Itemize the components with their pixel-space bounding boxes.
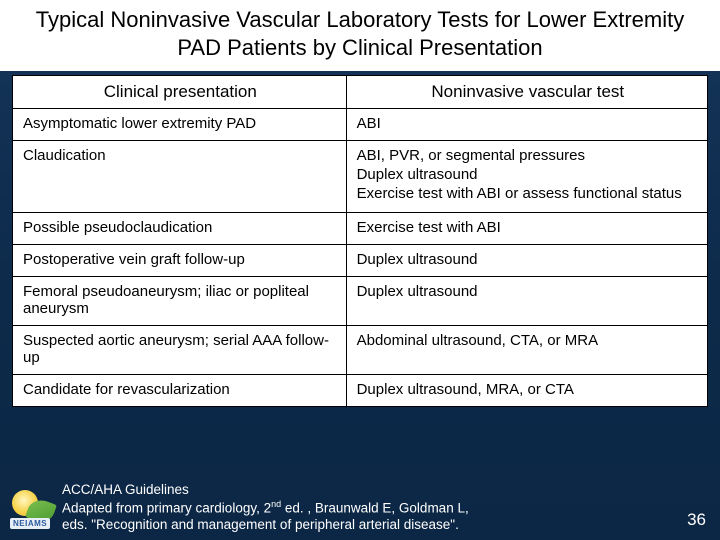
cell-test: Duplex ultrasound: [346, 245, 707, 277]
cell-test-line: Duplex ultrasound: [357, 166, 699, 183]
cell-presentation: Asymptomatic lower extremity PAD: [13, 109, 347, 141]
vascular-tests-table: Clinical presentation Noninvasive vascul…: [12, 75, 708, 407]
cell-test-line: Exercise test with ABI or assess functio…: [357, 185, 699, 202]
page-number: 36: [687, 510, 706, 530]
cell-presentation: Claudication: [13, 141, 347, 213]
citation-footer: ACC/AHA Guidelines Adapted from primary …: [62, 482, 469, 534]
cell-presentation: Femoral pseudoaneurysm; iliac or poplite…: [13, 277, 347, 326]
cell-test: ABI: [346, 109, 707, 141]
cell-test: Duplex ultrasound: [346, 277, 707, 326]
cell-test: ABI, PVR, or segmental pressures Duplex u…: [346, 141, 707, 213]
cell-presentation: Candidate for revascularization: [13, 375, 347, 407]
table-row: Femoral pseudoaneurysm; iliac or poplite…: [13, 277, 708, 326]
table-row: Possible pseudoclaudicationExercise test…: [13, 213, 708, 245]
table-row: Asymptomatic lower extremity PADABI: [13, 109, 708, 141]
neiams-logo: NEIAMS: [8, 488, 56, 532]
table-container: Clinical presentation Noninvasive vascul…: [0, 71, 720, 407]
cell-test: Exercise test with ABI: [346, 213, 707, 245]
cell-presentation: Possible pseudoclaudication: [13, 213, 347, 245]
cell-presentation: Postoperative vein graft follow-up: [13, 245, 347, 277]
table-header-row: Clinical presentation Noninvasive vascul…: [13, 76, 708, 109]
footer-line-2: Adapted from primary cardiology, 2nd ed.…: [62, 499, 469, 517]
cell-test-line: ABI, PVR, or segmental pressures: [357, 147, 699, 164]
col-header-presentation: Clinical presentation: [13, 76, 347, 109]
table-row: ClaudicationABI, PVR, or segmental press…: [13, 141, 708, 213]
table-row: Postoperative vein graft follow-upDuplex…: [13, 245, 708, 277]
col-header-test: Noninvasive vascular test: [346, 76, 707, 109]
cell-presentation: Suspected aortic aneurysm; serial AAA fo…: [13, 326, 347, 375]
table-row: Suspected aortic aneurysm; serial AAA fo…: [13, 326, 708, 375]
footer-line-1: ACC/AHA Guidelines: [62, 482, 469, 499]
table-row: Candidate for revascularizationDuplex ul…: [13, 375, 708, 407]
slide: Typical Noninvasive Vascular Laboratory …: [0, 0, 720, 540]
footer-line-3: eds. "Recognition and management of peri…: [62, 517, 469, 534]
cell-test: Abdominal ultrasound, CTA, or MRA: [346, 326, 707, 375]
slide-title: Typical Noninvasive Vascular Laboratory …: [0, 0, 720, 71]
cell-test: Duplex ultrasound, MRA, or CTA: [346, 375, 707, 407]
logo-text: NEIAMS: [10, 518, 50, 529]
